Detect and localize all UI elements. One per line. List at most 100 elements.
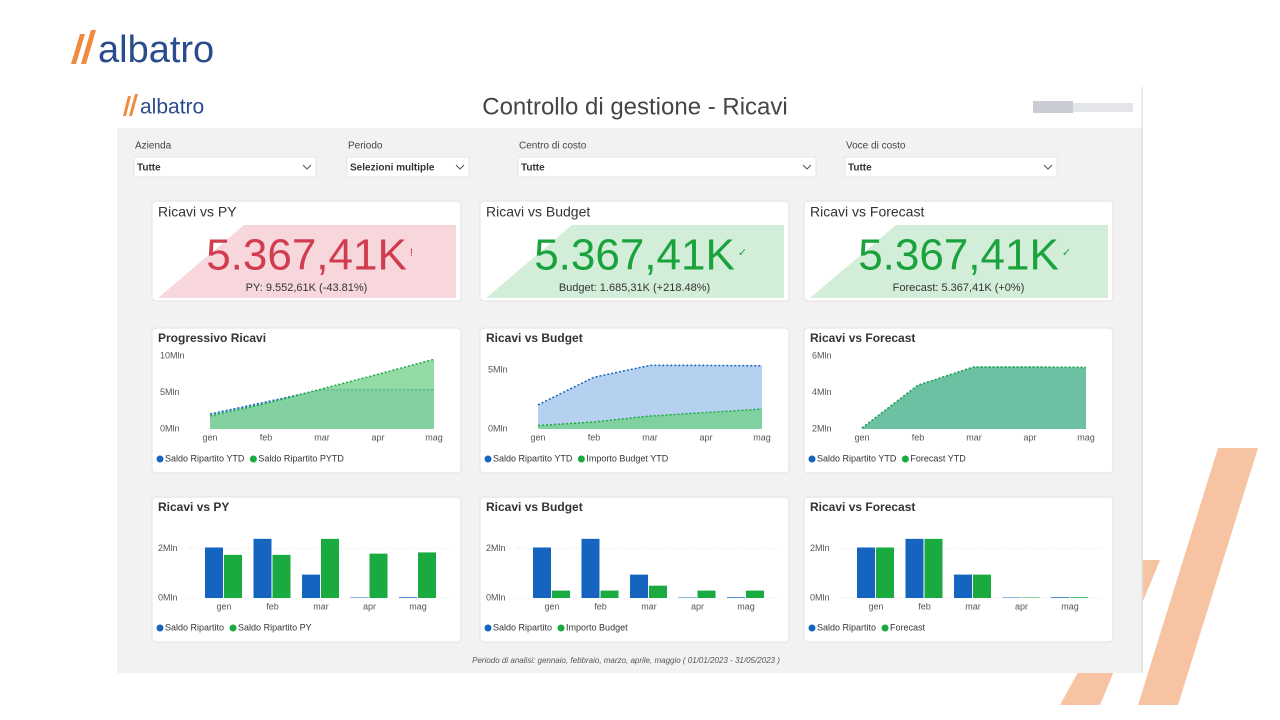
area <box>538 409 762 429</box>
content: Azienda Tutte Periodo Selezioni multiple Cen… <box>133 141 1114 665</box>
user-area <box>1033 101 1133 113</box>
x-tick-label: gen <box>216 601 231 611</box>
bar <box>630 574 648 598</box>
x-tick-label: gen <box>854 432 869 442</box>
kpi-value: 5.367,41K <box>858 231 1059 280</box>
x-tick-label: apr <box>1015 601 1028 611</box>
filter-label: Centro di costo <box>519 141 587 152</box>
legend-label: Saldo Ripartito <box>493 622 552 632</box>
dashboard-header <box>117 87 1143 128</box>
y-tick-label: 0Mln <box>486 592 506 602</box>
chevron <box>1043 164 1053 170</box>
kpi-title: Ricavi vs Forecast <box>810 204 924 220</box>
chevron <box>802 164 812 170</box>
x-tick-label: mar <box>314 432 330 442</box>
dropdown-value: Selezioni multiple <box>350 163 435 174</box>
area-line <box>537 364 763 406</box>
kpi-icon: ✓ <box>738 247 747 259</box>
x-tick-label: feb <box>588 432 601 442</box>
bar <box>302 574 320 598</box>
area-line <box>209 358 435 417</box>
x-tick-label: feb <box>266 601 279 611</box>
kpi-value: 5.367,41K <box>206 231 407 280</box>
dropdown[interactable]: Tutte <box>517 156 817 178</box>
card <box>151 496 462 643</box>
dropdown-box[interactable] <box>517 156 817 178</box>
x-tick-label: mag <box>737 601 755 611</box>
chart-title: Ricavi vs PY <box>158 500 229 514</box>
card <box>479 496 790 643</box>
dropdown-box[interactable] <box>346 156 470 178</box>
blurred <box>1033 101 1073 113</box>
filter-label: Periodo <box>348 141 383 152</box>
logo-slash <box>71 34 85 64</box>
logo-text: albatro <box>98 29 214 71</box>
y-tick-label: 0Mln <box>488 423 508 433</box>
footnote: Periodo di analisi: gennaio, febbraio, m… <box>472 656 780 665</box>
bar <box>581 538 600 598</box>
kpi-background <box>158 225 456 298</box>
area-line <box>861 366 1087 429</box>
chevron <box>455 164 465 170</box>
bar <box>418 552 436 598</box>
logo-slash <box>129 94 138 116</box>
y-tick-label: 5Mln <box>160 387 180 397</box>
y-tick-label: 2Mln <box>810 543 830 553</box>
x-tick-label: mag <box>425 432 443 442</box>
bar <box>205 547 223 598</box>
dashboard-title: Controllo di gestione - Ricavi <box>482 93 787 120</box>
legend-dot <box>249 455 257 463</box>
y-tick-label: 0Mln <box>810 592 830 602</box>
dropdown-box[interactable] <box>844 156 1058 178</box>
x-tick-label: feb <box>594 601 607 611</box>
legend-label: Importo Budget YTD <box>586 453 668 463</box>
legend-dot <box>229 624 237 632</box>
dropdown[interactable]: Tutte <box>133 156 317 178</box>
area-line <box>537 408 763 427</box>
kpi-subtitle: PY: 9.552,61K (-43.81%) <box>246 282 368 294</box>
bar <box>272 554 291 598</box>
bar <box>954 574 972 598</box>
bar <box>552 590 570 598</box>
legend-dot <box>808 455 816 463</box>
y-tick-label: 0Mln <box>160 423 180 433</box>
dropdown-value: Tutte <box>137 163 161 174</box>
dropdown[interactable]: Selezioni multiple <box>346 156 470 178</box>
x-tick-label: mag <box>409 601 427 611</box>
y-tick-label: 10Mln <box>160 350 185 360</box>
legend-dot <box>577 455 585 463</box>
chevron <box>302 164 312 170</box>
card <box>803 496 1114 643</box>
legend-label: Saldo Ripartito YTD <box>165 453 245 463</box>
dropdown-value: Tutte <box>848 163 872 174</box>
x-tick-label: mar <box>313 601 329 611</box>
kpi-icon: ✓ <box>1062 247 1071 259</box>
dropdown[interactable]: Tutte <box>844 156 1058 178</box>
x-tick-label: mag <box>1061 601 1079 611</box>
legend-dot <box>808 624 816 632</box>
kpi-subtitle: Forecast: 5.367,41K (+0%) <box>893 282 1025 294</box>
y-tick-label: 4Mln <box>812 387 832 397</box>
x-tick-label: gen <box>868 601 883 611</box>
x-tick-label: mar <box>966 432 982 442</box>
filter-label: Azienda <box>135 141 172 152</box>
y-tick-label: 2Mln <box>486 543 506 553</box>
kpi-background <box>486 225 784 298</box>
bar <box>727 597 745 598</box>
x-tick-label: feb <box>918 601 931 611</box>
bar <box>321 538 339 598</box>
bar <box>973 574 991 598</box>
x-tick-label: mar <box>965 601 981 611</box>
kpi-background <box>810 225 1108 298</box>
x-tick-label: gen <box>544 601 559 611</box>
legend-label: Forecast YTD <box>910 453 966 463</box>
y-tick-label: 2Mln <box>812 423 832 433</box>
deco-slash <box>1138 448 1258 705</box>
x-tick-label: mar <box>642 432 658 442</box>
legend-label: Saldo Ripartito YTD <box>493 453 573 463</box>
legend-label: Importo Budget <box>566 622 628 632</box>
y-tick-label: 0Mln <box>158 592 178 602</box>
dropdown-box[interactable] <box>133 156 317 178</box>
y-tick-label: 6Mln <box>812 350 832 360</box>
